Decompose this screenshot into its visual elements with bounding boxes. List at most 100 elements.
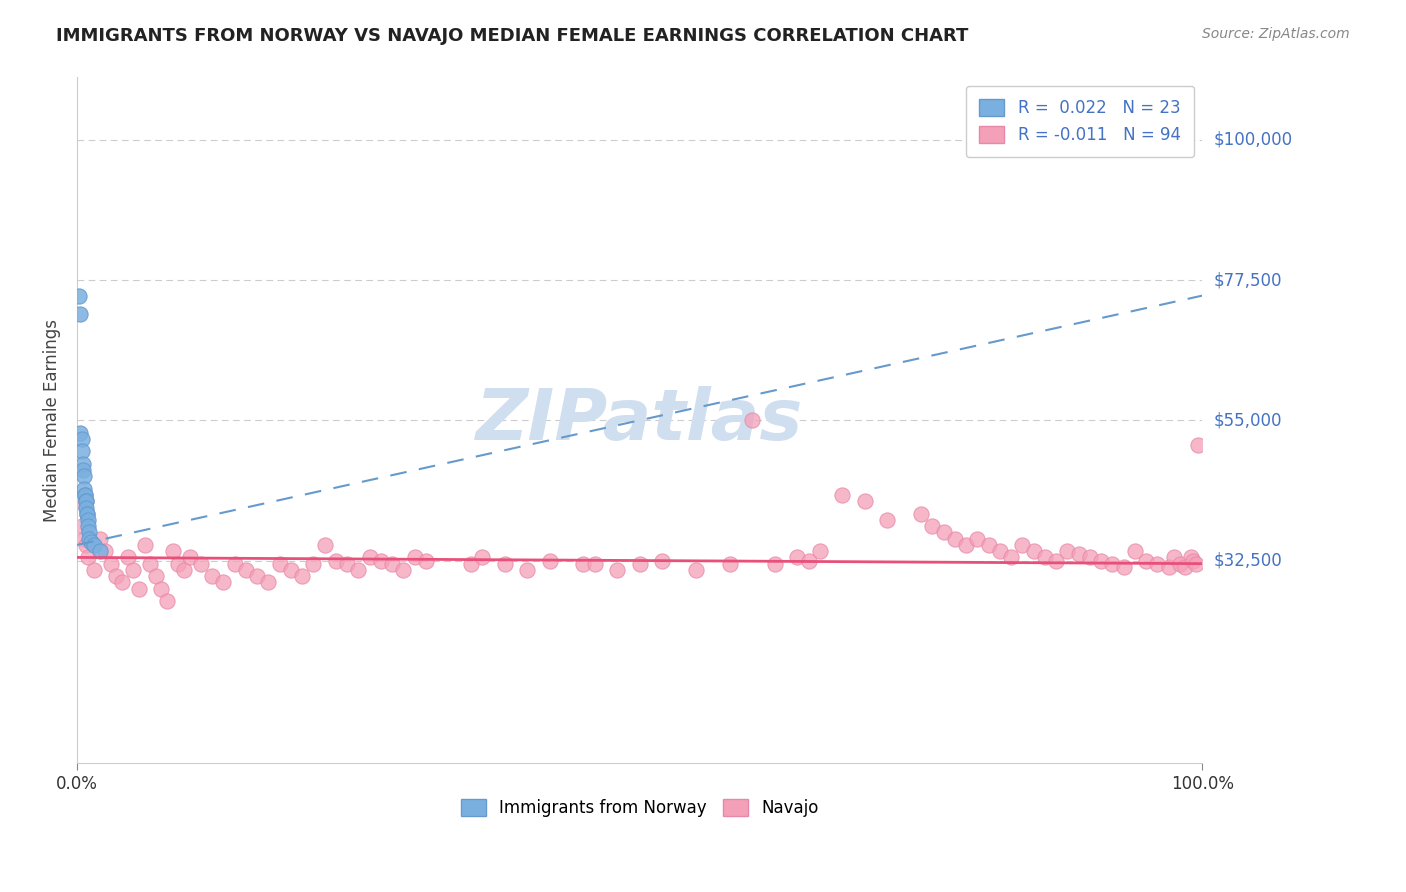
Point [69,307,91,321]
Point [471,550,494,565]
Point [853,494,876,508]
Point [685,563,707,577]
Point [1022,544,1045,558]
Point [162,544,184,558]
Point [651,553,673,567]
Point [1123,544,1146,558]
Point [1090,553,1112,567]
Point [932,525,955,540]
Point [235,563,257,577]
Point [910,507,932,521]
Point [1078,550,1101,565]
Point [134,538,156,552]
Point [955,538,977,552]
Point [1067,547,1090,561]
Point [73,482,96,496]
Point [83,538,105,552]
Point [111,575,134,590]
Point [314,538,336,552]
Point [70,444,93,458]
Point [75,494,97,508]
Point [1184,557,1206,571]
Point [73,532,96,546]
Point [1045,553,1067,567]
Point [302,557,325,571]
Point [167,557,190,571]
Point [79,534,101,549]
Point [718,557,741,571]
Point [763,557,786,571]
Point [212,575,235,590]
Point [325,553,347,567]
Point [606,563,628,577]
Point [69,425,91,440]
Point [876,513,898,527]
Point [224,557,246,571]
Point [741,413,763,427]
Point [1011,538,1033,552]
Point [156,594,179,608]
Point [1112,559,1135,574]
Point [89,544,111,558]
Point [404,550,426,565]
Point [77,519,100,533]
Point [1146,557,1168,571]
Point [381,557,404,571]
Point [179,550,201,565]
Point [122,563,145,577]
Point [291,569,314,583]
Point [1180,550,1202,565]
Point [370,553,392,567]
Text: $77,500: $77,500 [1213,271,1282,289]
Point [77,513,100,527]
Point [77,550,100,565]
Point [988,544,1011,558]
Point [538,553,561,567]
Point [73,488,96,502]
Point [100,557,122,571]
Point [67,494,90,508]
Point [190,557,212,571]
Point [67,288,90,302]
Point [73,488,96,502]
Text: IMMIGRANTS FROM NORWAY VS NAVAJO MEDIAN FEMALE EARNINGS CORRELATION CHART: IMMIGRANTS FROM NORWAY VS NAVAJO MEDIAN … [56,27,969,45]
Point [201,569,224,583]
Point [150,582,173,596]
Text: $55,000: $55,000 [1213,411,1282,429]
Point [1174,559,1197,574]
Point [1187,438,1209,452]
Point [280,563,302,577]
Point [628,557,651,571]
Text: $100,000: $100,000 [1213,131,1292,149]
Point [797,553,820,567]
Legend: Immigrants from Norway, Navajo: Immigrants from Norway, Navajo [454,792,825,823]
Point [1101,557,1123,571]
Point [79,532,101,546]
Point [76,507,98,521]
Point [1135,553,1157,567]
Point [359,550,381,565]
Text: ZIPatlas: ZIPatlas [477,385,803,455]
Point [786,550,808,565]
Point [128,582,150,596]
Point [72,463,94,477]
Point [246,569,269,583]
Point [89,532,111,546]
Point [943,532,966,546]
Point [75,500,97,515]
Point [257,575,280,590]
Text: Source: ZipAtlas.com: Source: ZipAtlas.com [1202,27,1350,41]
Point [336,557,359,571]
Point [460,557,482,571]
Point [1182,553,1205,567]
Point [139,557,162,571]
Point [73,469,96,483]
Point [145,569,167,583]
Point [75,494,97,508]
Point [1157,559,1180,574]
Point [1168,557,1191,571]
Point [1163,550,1185,565]
Point [72,457,94,471]
Text: $32,500: $32,500 [1213,551,1282,569]
Point [269,557,291,571]
